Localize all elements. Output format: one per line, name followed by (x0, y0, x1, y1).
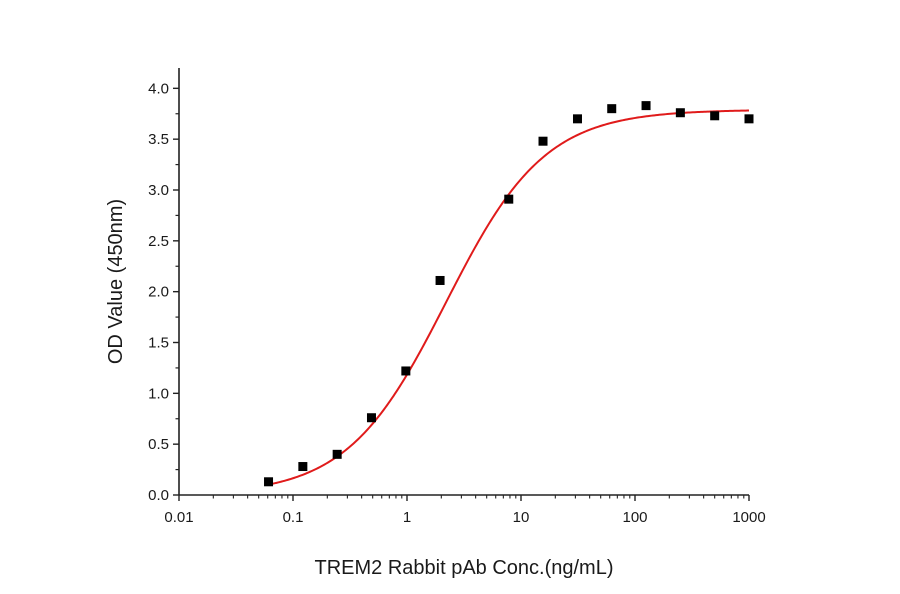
data-point (607, 104, 617, 114)
data-point (366, 413, 376, 423)
axes (178, 68, 749, 496)
x-tick-label: 10 (513, 509, 530, 526)
y-tick-label: 3.5 (148, 131, 169, 148)
data-point (264, 477, 274, 487)
data-point (572, 114, 582, 124)
x-tick-label: 1 (403, 509, 411, 526)
y-tick-label: 4.0 (148, 80, 169, 97)
x-tick-label: 0.01 (164, 509, 193, 526)
y-tick-label: 0.0 (148, 487, 169, 504)
y-ticks: 0.0 0.5 1.0 1.5 2.0 2.5 3.0 3.5 4.0 (148, 80, 179, 504)
x-ticks: 0.01 0.1 1 10 100 1000 (164, 495, 766, 526)
data-points (264, 101, 754, 487)
y-tick-label: 2.5 (148, 233, 169, 250)
y-tick-label: 3.0 (148, 182, 169, 199)
data-point (504, 194, 514, 204)
x-tick-label: 0.1 (283, 509, 304, 526)
y-tick-label: 0.5 (148, 436, 169, 453)
data-point (641, 101, 651, 111)
data-point (435, 275, 445, 285)
y-tick-label: 1.0 (148, 385, 169, 402)
y-tick-label: 1.5 (148, 335, 169, 352)
x-tick-label: 1000 (732, 509, 765, 526)
data-point (675, 108, 685, 118)
data-point (332, 449, 342, 459)
x-tick-label: 100 (622, 509, 647, 526)
data-point (401, 366, 411, 376)
y-tick-label: 2.0 (148, 284, 169, 301)
data-point (538, 136, 548, 146)
data-point (744, 114, 754, 124)
data-point (298, 462, 308, 472)
fit-curve (268, 109, 750, 486)
data-point (710, 111, 720, 121)
y-axis-title: OD Value (450nm) (105, 199, 127, 364)
x-axis-title: TREM2 Rabbit pAb Conc.(ng/mL) (314, 557, 613, 579)
